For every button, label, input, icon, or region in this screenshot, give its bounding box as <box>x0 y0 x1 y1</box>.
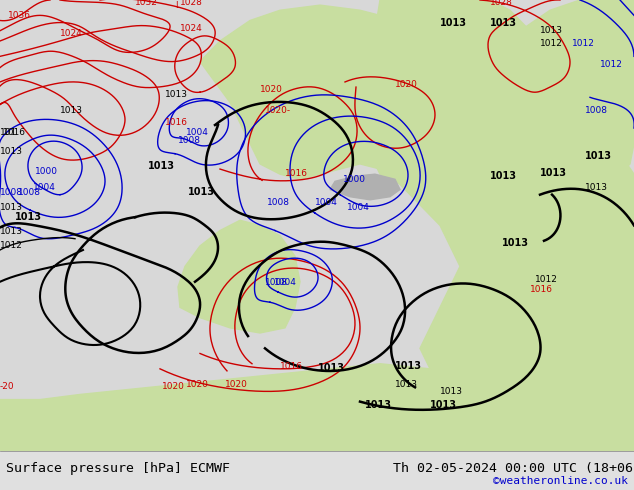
Text: 1016: 1016 <box>3 128 26 137</box>
Text: 1008: 1008 <box>267 198 290 207</box>
Polygon shape <box>355 0 540 184</box>
Text: 1013: 1013 <box>490 18 517 27</box>
Text: 1008: 1008 <box>265 278 288 287</box>
Text: 1004: 1004 <box>315 198 338 207</box>
Text: 1028: 1028 <box>490 0 513 7</box>
Text: -20: -20 <box>0 382 15 392</box>
Text: 1016: 1016 <box>530 285 553 294</box>
Text: 1013: 1013 <box>318 363 345 373</box>
Text: 1020: 1020 <box>162 382 185 392</box>
Text: 1020: 1020 <box>260 85 283 94</box>
Text: Surface pressure [hPa] ECMWF: Surface pressure [hPa] ECMWF <box>6 462 230 475</box>
Text: 1020: 1020 <box>186 380 209 389</box>
Text: 1013: 1013 <box>148 161 175 171</box>
Text: 1020-: 1020- <box>265 106 291 115</box>
Text: 101: 101 <box>0 128 17 137</box>
Polygon shape <box>200 5 634 451</box>
Text: L: L <box>175 1 179 10</box>
Text: 1013: 1013 <box>60 106 83 115</box>
Text: 1012: 1012 <box>540 39 563 48</box>
Text: 1012: 1012 <box>535 275 558 284</box>
Text: 1008: 1008 <box>0 188 23 196</box>
Text: 1013: 1013 <box>15 212 42 222</box>
Text: 1013: 1013 <box>440 18 467 27</box>
Text: 1013: 1013 <box>440 388 463 396</box>
Text: 1004: 1004 <box>347 203 370 212</box>
Text: 1013: 1013 <box>395 361 422 371</box>
Text: 1004: 1004 <box>186 128 209 137</box>
Text: 1036: 1036 <box>8 11 31 21</box>
Text: ©weatheronline.co.uk: ©weatheronline.co.uk <box>493 476 628 486</box>
Text: 1013: 1013 <box>540 168 567 178</box>
Text: 1013: 1013 <box>502 238 529 248</box>
Text: 1012: 1012 <box>600 60 623 69</box>
Text: Th 02-05-2024 00:00 UTC (18+06): Th 02-05-2024 00:00 UTC (18+06) <box>393 462 634 475</box>
Text: 1013: 1013 <box>165 90 188 99</box>
Text: 1028: 1028 <box>180 0 203 7</box>
Polygon shape <box>0 364 634 451</box>
Text: 1013: 1013 <box>430 400 457 410</box>
Text: 1013: 1013 <box>540 26 563 35</box>
Text: 1000: 1000 <box>35 167 58 176</box>
Text: 1008: 1008 <box>18 188 41 196</box>
Text: 1016: 1016 <box>165 118 188 127</box>
Polygon shape <box>230 51 270 102</box>
Text: 1013: 1013 <box>585 151 612 161</box>
Text: 1024: 1024 <box>180 24 203 33</box>
Text: 1020: 1020 <box>225 380 248 389</box>
Polygon shape <box>510 0 634 246</box>
Text: 1020: 1020 <box>395 80 418 89</box>
Text: 1013: 1013 <box>0 203 23 212</box>
Text: 1012: 1012 <box>0 241 23 250</box>
Text: 1013: 1013 <box>585 183 608 192</box>
Text: 1013: 1013 <box>490 172 517 181</box>
Text: 1032: 1032 <box>135 0 158 7</box>
Text: 1004: 1004 <box>33 183 56 192</box>
Text: 1016: 1016 <box>285 169 308 178</box>
Text: 1000: 1000 <box>343 175 366 184</box>
Text: 1004: 1004 <box>274 278 297 287</box>
Text: 1013: 1013 <box>188 187 215 196</box>
Text: 1008: 1008 <box>585 106 608 115</box>
Text: 1012: 1012 <box>572 39 595 48</box>
Text: 1013: 1013 <box>365 400 392 410</box>
Polygon shape <box>178 220 300 333</box>
Polygon shape <box>330 174 400 200</box>
Text: 1013: 1013 <box>395 380 418 389</box>
Text: 1024: 1024 <box>60 29 83 38</box>
Text: 1016: 1016 <box>280 362 303 371</box>
Text: 1013: 1013 <box>0 226 23 236</box>
Text: 1013: 1013 <box>0 147 23 156</box>
Text: 1008: 1008 <box>178 136 201 146</box>
